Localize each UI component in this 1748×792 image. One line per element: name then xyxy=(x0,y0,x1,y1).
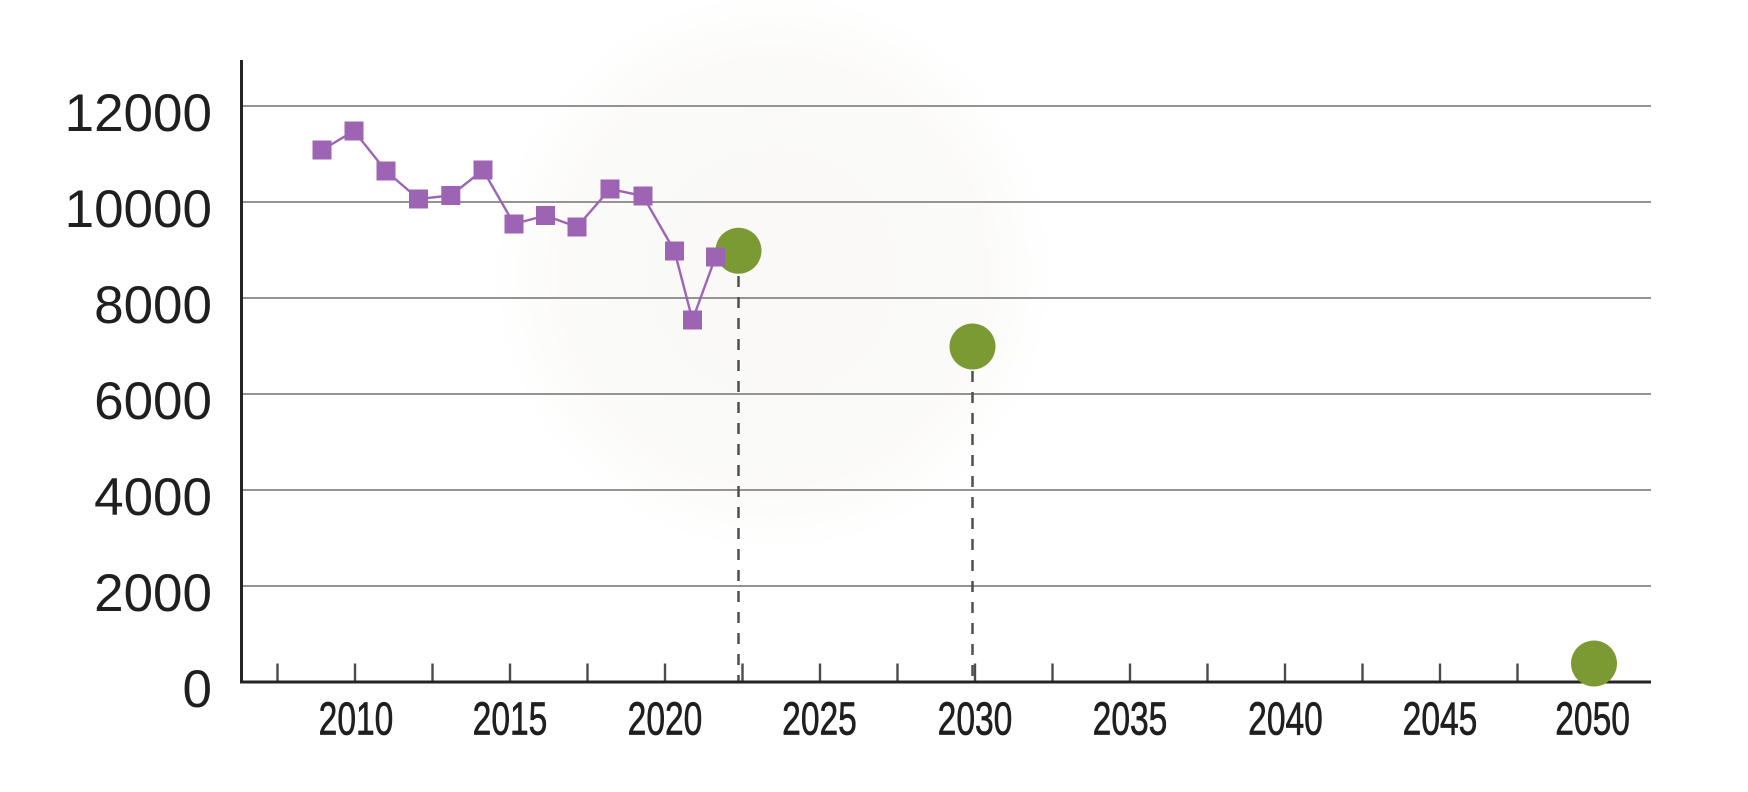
svg-text:2015: 2015 xyxy=(473,693,548,744)
svg-text:6000: 6000 xyxy=(94,372,212,431)
svg-text:2035: 2035 xyxy=(1093,693,1168,744)
svg-text:8000: 8000 xyxy=(94,276,212,335)
svg-text:4000: 4000 xyxy=(94,468,212,527)
svg-text:2030: 2030 xyxy=(938,693,1013,744)
svg-text:2045: 2045 xyxy=(1403,693,1478,744)
svg-text:2050: 2050 xyxy=(1555,693,1630,744)
svg-text:10000: 10000 xyxy=(65,180,212,239)
svg-text:0: 0 xyxy=(183,660,212,719)
svg-text:2010: 2010 xyxy=(319,693,394,744)
svg-text:2000: 2000 xyxy=(94,564,212,623)
svg-text:2040: 2040 xyxy=(1248,693,1323,744)
svg-text:2025: 2025 xyxy=(782,693,857,744)
svg-text:2020: 2020 xyxy=(628,693,703,744)
svg-text:12000: 12000 xyxy=(65,84,212,143)
